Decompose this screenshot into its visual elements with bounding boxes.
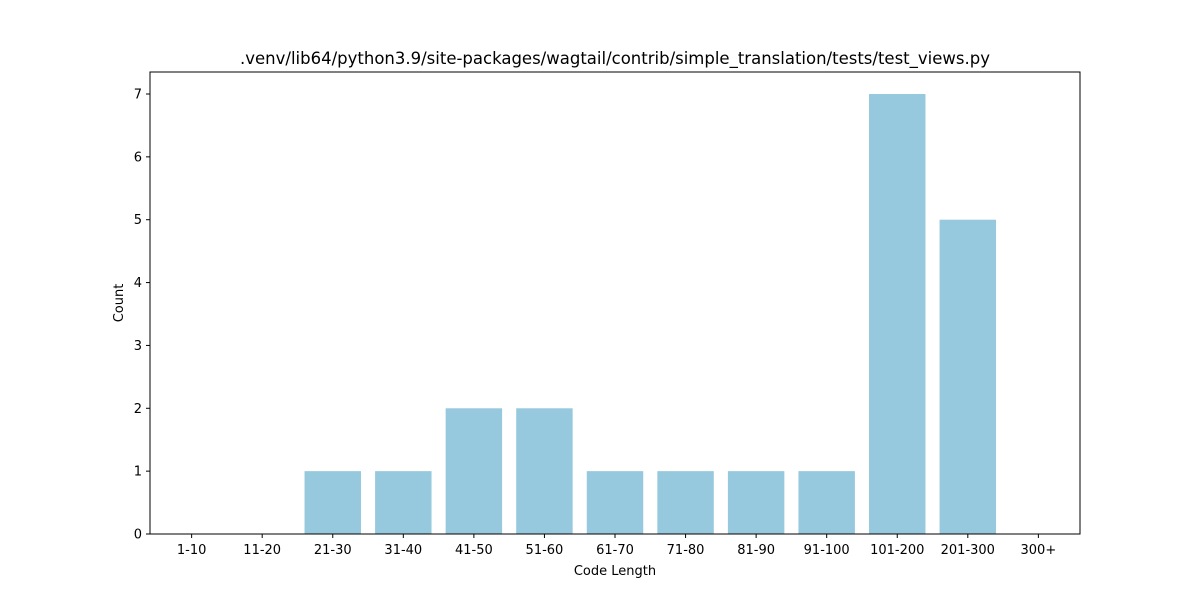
bar-201-300 <box>939 219 997 534</box>
x-tick-label: 71-80 <box>667 543 705 558</box>
bar-21-30 <box>304 471 361 534</box>
x-tick-label: 31-40 <box>384 543 422 558</box>
bar-91-100 <box>798 471 855 534</box>
x-tick-label: 91-100 <box>804 543 850 558</box>
bar-101-200 <box>869 94 926 534</box>
y-tick-label: 6 <box>134 150 142 165</box>
y-tick-label: 0 <box>134 528 142 543</box>
x-tick-label: 21-30 <box>314 543 352 558</box>
x-tick-label: 61-70 <box>596 543 634 558</box>
bar-71-80 <box>657 471 714 534</box>
y-tick-label: 2 <box>134 402 142 417</box>
y-tick-label: 3 <box>134 339 142 354</box>
x-tick-label: 41-50 <box>455 543 493 558</box>
x-tick-label: 201-300 <box>941 543 995 558</box>
x-tick-label: 11-20 <box>243 543 281 558</box>
y-tick-label: 4 <box>134 276 142 291</box>
x-axis: 1-10 11-20 21-30 31-40 41-50 51-60 61-70 71-80 8… <box>177 534 1056 558</box>
plot-frame <box>149 71 1081 535</box>
bar-61-70 <box>586 471 644 534</box>
bar-81-90 <box>727 471 785 534</box>
bar-51-60 <box>516 408 573 534</box>
y-axis-label: Count <box>112 284 127 323</box>
x-tick-label: 51-60 <box>526 543 564 558</box>
y-axis: 0 1 2 3 4 5 6 7 <box>134 88 150 543</box>
x-tick-label: 81-90 <box>737 543 775 558</box>
bar-31-40 <box>375 471 432 534</box>
y-tick-label: 7 <box>134 88 142 103</box>
bars-group <box>304 94 997 534</box>
x-tick-label: 300+ <box>1021 543 1057 558</box>
chart-title: .venv/lib64/python3.9/site-packages/wagt… <box>240 49 990 69</box>
x-tick-label: 1-10 <box>177 543 207 558</box>
x-axis-label: Code Length <box>574 564 656 579</box>
bar-41-50 <box>445 408 503 534</box>
y-tick-label: 5 <box>134 213 142 228</box>
x-tick-label: 101-200 <box>870 543 924 558</box>
y-tick-label: 1 <box>134 465 142 480</box>
